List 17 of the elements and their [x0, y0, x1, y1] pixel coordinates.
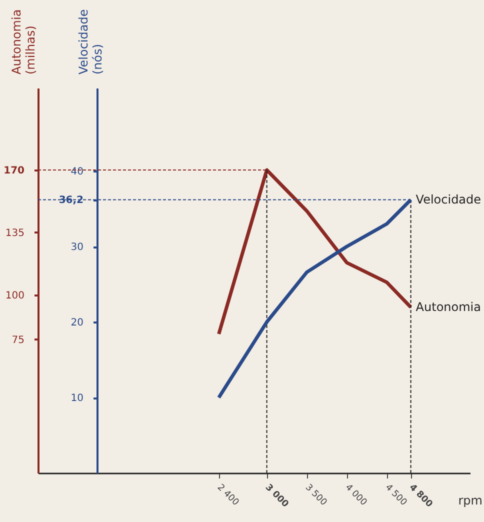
y-tick-label: 100 [5, 290, 24, 302]
x-tick-label: 4 500 [383, 482, 409, 508]
y2-axis-title: Velocidade (nós) [76, 9, 104, 74]
y2-tick-label: 36,2 [58, 195, 84, 206]
y-tick-label: 135 [5, 228, 24, 239]
y-tick-label: 75 [12, 334, 24, 346]
y2-tick-label: 10 [70, 393, 84, 404]
y-axis-title: Autonomia (milhas) [10, 9, 38, 74]
series-label: Velocidade [416, 192, 482, 207]
y-tick-label: 170 [4, 165, 25, 176]
y2-tick-label: 20 [70, 318, 84, 329]
x-tick-label: 2 400 [215, 482, 241, 508]
y2-tick-label: 30 [70, 242, 84, 254]
x-tick-label: 3 500 [303, 482, 329, 508]
series-label: Autonomia [416, 300, 481, 314]
x-axis-title: rpm [458, 494, 482, 508]
x-tick-label: 4 000 [343, 482, 369, 508]
